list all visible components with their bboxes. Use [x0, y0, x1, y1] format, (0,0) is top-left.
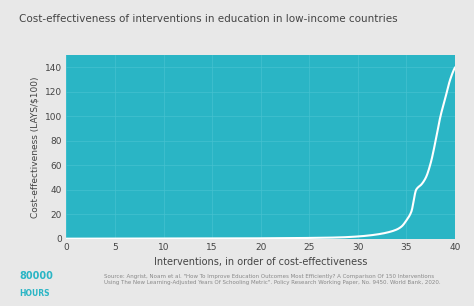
Text: HOURS: HOURS — [19, 289, 49, 298]
Text: 80000: 80000 — [19, 271, 53, 281]
Y-axis label: Cost-effectiveness (LAYS/$100): Cost-effectiveness (LAYS/$100) — [30, 76, 39, 218]
X-axis label: Interventions, in order of cost-effectiveness: Interventions, in order of cost-effectiv… — [154, 257, 367, 267]
Text: Cost-effectiveness of interventions in education in low-income countries: Cost-effectiveness of interventions in e… — [19, 14, 398, 24]
Text: Source: Angrist, Noam et al. "How To Improve Education Outcomes Most Efficiently: Source: Angrist, Noam et al. "How To Imp… — [104, 274, 441, 285]
